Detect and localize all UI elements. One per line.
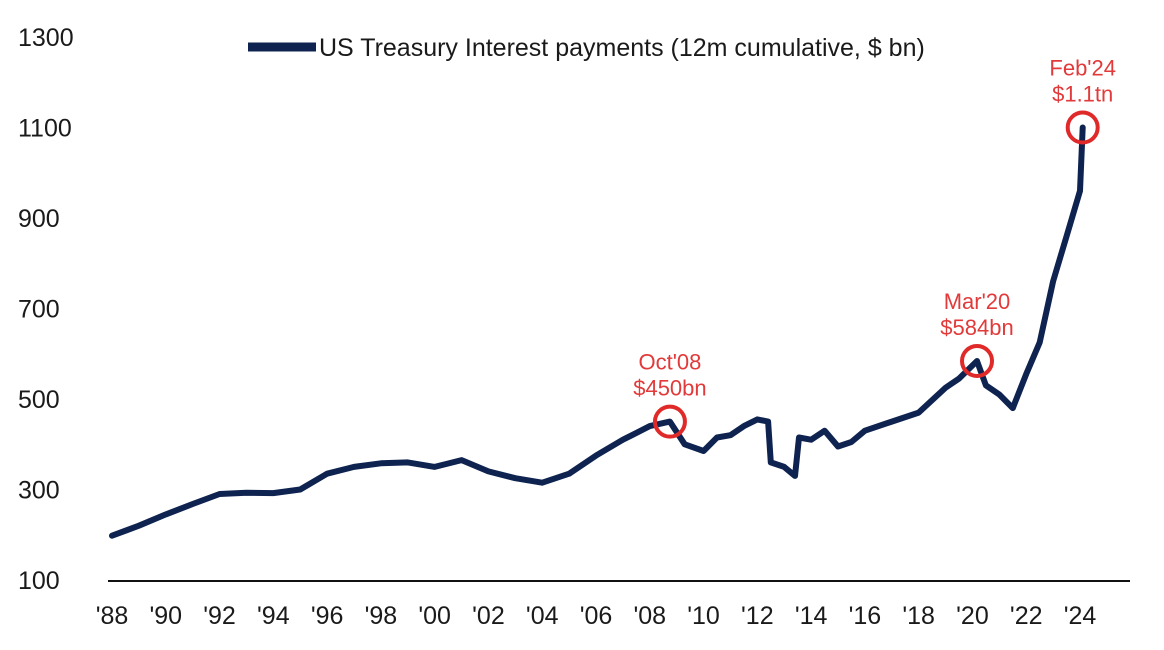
x-tick-label: '16 <box>849 602 882 630</box>
annotation-date: Oct'08 <box>638 350 701 375</box>
annotation-date: Feb'24 <box>1049 56 1116 81</box>
x-tick-label: '00 <box>418 602 451 630</box>
y-tick-label: 100 <box>18 567 60 595</box>
annotation-date: Mar'20 <box>944 289 1011 314</box>
series-line <box>109 124 1086 539</box>
x-tick-label: '02 <box>472 602 505 630</box>
x-tick-label: '08 <box>633 602 666 630</box>
annotation-value: $450bn <box>633 376 706 401</box>
annotation-circle <box>652 404 687 439</box>
y-tick-label: 700 <box>18 296 60 324</box>
legend: US Treasury Interest payments (12m cumul… <box>248 34 925 62</box>
annotation-value: $584bn <box>940 315 1013 340</box>
y-tick-label: 1100 <box>18 115 72 143</box>
x-tick-label: '18 <box>902 602 935 630</box>
y-tick-label: 900 <box>18 205 60 233</box>
legend-label: US Treasury Interest payments (12m cumul… <box>319 34 925 62</box>
annotation-circle <box>1065 110 1100 145</box>
x-tick-label: '98 <box>365 602 398 630</box>
x-tick-label: '06 <box>580 602 613 630</box>
x-tick-label: '12 <box>741 602 774 630</box>
annotation-circle <box>960 343 995 378</box>
annotations: Oct'08$450bn Mar'20$584bn Feb'24$1.1tn <box>633 56 1116 439</box>
x-tick-label: '92 <box>203 602 236 630</box>
x-tick-label: '22 <box>1010 602 1043 630</box>
x-tick-label: '20 <box>956 602 989 630</box>
x-tick-label: '88 <box>96 602 129 630</box>
x-axis-ticks: '88 '90 '92 '94 '96 '98 '00 '02 '04 '06 '08 '10 '12 '… <box>96 602 1097 630</box>
y-tick-label: 300 <box>18 477 60 505</box>
x-tick-label: '96 <box>311 602 344 630</box>
x-tick-label: '04 <box>526 602 559 630</box>
x-tick-label: '24 <box>1064 602 1097 630</box>
y-tick-label: 500 <box>18 386 60 414</box>
x-tick-label: '90 <box>149 602 182 630</box>
x-tick-label: '14 <box>795 602 828 630</box>
x-tick-label: '10 <box>687 602 720 630</box>
y-tick-label: 1300 <box>18 24 74 52</box>
y-axis-ticks: 1300 1100 900 700 500 300 100 <box>18 24 74 595</box>
annotation-value: $1.1tn <box>1052 82 1113 107</box>
x-tick-label: '94 <box>257 602 290 630</box>
